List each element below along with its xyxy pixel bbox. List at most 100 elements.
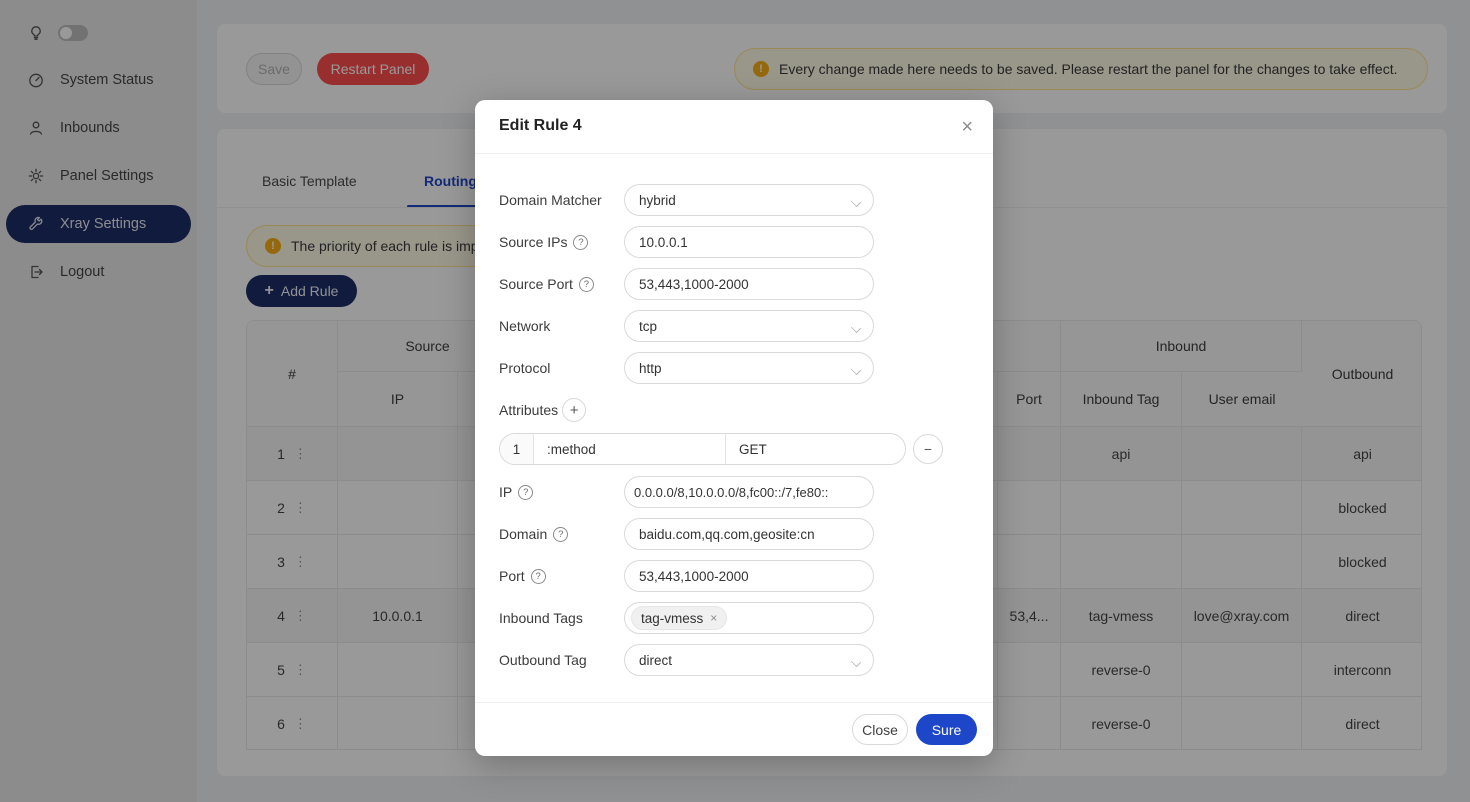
add-attribute-button[interactable]: + [562,398,587,422]
person-icon [28,120,44,136]
cell-inbound-tag: tag-vmess [1061,589,1183,643]
sidebar-item-inbounds[interactable]: Inbounds [6,109,191,147]
source-port-input[interactable]: 53,443,1000-2000 [624,268,874,300]
help-icon[interactable]: ? [518,484,534,500]
field-label: Port [499,568,525,584]
sidebar-item-logout[interactable]: Logout [6,253,191,291]
field-source-ips: Source IPs? 10.0.0.1 [499,226,969,258]
cell-user-email [1182,643,1303,697]
tab-routing[interactable]: Routing [424,173,477,189]
domain-matcher-select[interactable]: hybrid [624,184,874,216]
row-number: 6 [277,715,285,732]
plus-icon: + [569,401,579,419]
tab-basic-template[interactable]: Basic Template [262,173,357,189]
cell-inbound-tag: reverse-0 [1061,643,1183,697]
sidebar-item-system-status[interactable]: System Status [6,61,191,99]
field-domain-matcher: Domain Matcher hybrid [499,184,969,216]
field-source-port: Source Port? 53,443,1000-2000 [499,268,969,300]
sidebar-item-label: Logout [60,264,105,280]
help-icon[interactable]: ? [578,276,594,292]
dark-theme-switch[interactable] [58,25,88,41]
ip-input[interactable]: 0.0.0.0/8,10.0.0.0/8,fc00::/7,fe80:: [624,476,874,508]
field-ip: IP? 0.0.0.0/8,10.0.0.0/8,fc00::/7,fe80:: [499,476,969,508]
col-header-user-email: User email [1182,372,1303,427]
cell-port: 53,4... [998,589,1062,643]
cell-outbound: blocked [1302,481,1421,535]
toolbar-card: Save Restart Panel ! Every change made h… [217,24,1447,113]
col-group-inbound: Inbound [1061,321,1303,372]
field-network: Network tcp [499,310,969,342]
cell-port [998,643,1062,697]
modal-footer-divider [475,702,993,703]
gear-icon [28,168,44,184]
field-label: Network [499,318,551,334]
help-icon[interactable]: ? [553,526,569,542]
network-select[interactable]: tcp [624,310,874,342]
tag-label: tag-vmess [641,610,704,626]
cell-user-email: love@xray.com [1182,589,1303,643]
field-label: Domain [499,526,548,542]
row-menu-icon[interactable]: ⋮ [293,553,307,569]
sidebar-item-label: System Status [60,72,154,88]
sidebar: System Status Inbounds Panel Settings Xr… [0,0,197,802]
attribute-key-input[interactable]: :method [534,434,726,464]
edit-rule-modal: Edit Rule 4 × Domain Matcher hybrid Sour… [475,100,993,756]
field-label: IP [499,484,513,500]
sidebar-item-panel-settings[interactable]: Panel Settings [6,157,191,195]
row-menu-icon[interactable]: ⋮ [293,445,307,461]
close-icon[interactable]: × [961,116,973,138]
inbound-tags-multiselect[interactable]: tag-vmess × [624,602,874,634]
theme-toggle-row [28,22,88,44]
row-menu-icon[interactable]: ⋮ [293,499,307,515]
row-number: 4 [277,607,285,624]
field-outbound-tag: Outbound Tag direct [499,644,969,676]
port-input[interactable]: 53,443,1000-2000 [624,560,874,592]
cell-port [998,481,1062,535]
cell-inbound-tag [1061,535,1183,589]
cell-port [998,427,1062,481]
field-label: Protocol [499,360,551,376]
input-value: 10.0.0.1 [639,234,688,250]
remove-attribute-button[interactable]: − [913,434,943,464]
sidebar-item-xray-settings[interactable]: Xray Settings [6,205,191,243]
field-label: Inbound Tags [499,610,583,626]
sure-button[interactable]: Sure [916,714,977,745]
table-row[interactable]: 3 ⋮ blocked [247,535,1421,589]
alert-text: Every change made here needs to be saved… [779,61,1398,77]
field-label: Source Port [499,276,573,292]
chevron-down-icon [850,364,862,376]
input-value: 53,443,1000-2000 [639,568,749,584]
col-header-outbound: Outbound [1302,321,1421,427]
help-icon[interactable]: ? [573,234,589,250]
row-menu-icon[interactable]: ⋮ [293,607,307,623]
row-menu-icon[interactable]: ⋮ [293,715,307,731]
cell-user-email [1182,535,1303,589]
cell-user-email [1182,427,1303,481]
outbound-tag-select[interactable]: direct [624,644,874,676]
help-icon[interactable]: ? [530,568,546,584]
attribute-value-input[interactable]: GET [726,434,905,464]
protocol-select[interactable]: http [624,352,874,384]
field-label: Attributes [499,402,559,418]
source-ips-input[interactable]: 10.0.0.1 [624,226,874,258]
row-number: 5 [277,661,285,678]
save-button[interactable]: Save [246,53,302,85]
select-value: http [639,360,662,376]
row-menu-icon[interactable]: ⋮ [293,661,307,677]
alert-text: The priority of each rule is imp [291,238,479,254]
close-button[interactable]: Close [852,714,908,745]
warning-icon: ! [753,61,769,77]
wrench-icon [28,216,44,232]
input-value: GET [739,441,767,457]
add-rule-button[interactable]: + Add Rule [246,275,357,307]
cell-outbound: api [1302,427,1421,481]
modal-header-divider [475,153,993,154]
active-tab-indicator [407,205,512,208]
field-label: Domain Matcher [499,192,602,208]
attribute-index: 1 [500,434,534,464]
remove-tag-icon[interactable]: × [710,611,718,625]
restart-panel-button[interactable]: Restart Panel [317,53,429,85]
cell-outbound: direct [1302,589,1421,643]
domain-input[interactable]: baidu.com,qq.com,geosite:cn [624,518,874,550]
logout-icon [28,264,44,280]
